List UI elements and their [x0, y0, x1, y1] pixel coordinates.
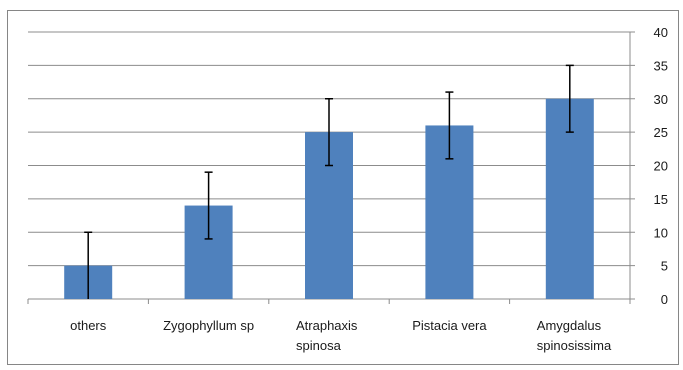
y-tick-label: 20: [654, 159, 668, 174]
y-tick-label: 15: [654, 192, 668, 207]
x-category-label: Atraphaxis: [296, 318, 358, 333]
y-tick-label: 25: [654, 125, 668, 140]
y-tick-label: 0: [661, 292, 668, 307]
x-category-label: Pistacia vera: [412, 318, 487, 333]
x-category-label: spinosissima: [537, 338, 612, 353]
y-tick-label: 40: [654, 25, 668, 40]
x-category-label: Zygophyllum sp: [163, 318, 254, 333]
y-tick-label: 10: [654, 225, 668, 240]
y-tick-label: 30: [654, 92, 668, 107]
x-category-label: spinosa: [296, 338, 342, 353]
x-category-label: others: [70, 318, 107, 333]
y-tick-label: 5: [661, 259, 668, 274]
x-category-label: Amygdalus: [537, 318, 602, 333]
y-tick-label: 35: [654, 58, 668, 73]
